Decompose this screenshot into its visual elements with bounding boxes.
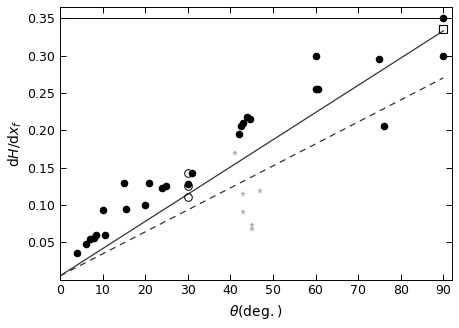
Point (163, 184, 170, 189)
Point (312, 87, 319, 92)
Point (120, 180, 128, 185)
Point (101, 232, 108, 237)
Point (146, 180, 153, 185)
Point (90, 235, 98, 240)
Point (380, 124, 387, 129)
Point (93, 232, 100, 237)
Point (440, 15, 447, 21)
Point (314, 87, 321, 92)
Point (188, 170, 196, 175)
Point (184, 181, 191, 187)
Point (312, 53, 319, 58)
Point (246, 116, 253, 122)
Point (141, 202, 149, 208)
Y-axis label: $\mathrm{d}H/\mathrm{d}x_f$: $\mathrm{d}H/\mathrm{d}x_f$ (7, 119, 24, 167)
Point (86, 236, 94, 241)
Point (73, 251, 81, 256)
Point (99, 208, 106, 213)
Point (235, 131, 242, 136)
Point (82, 241, 89, 246)
X-axis label: $\theta\mathrm{(deg.)}$: $\theta\mathrm{(deg.)}$ (229, 303, 283, 321)
Point (237, 124, 245, 129)
Point (376, 57, 383, 62)
Point (158, 186, 166, 191)
Point (240, 120, 247, 125)
Point (123, 206, 130, 211)
Point (244, 114, 251, 119)
Point (440, 53, 447, 58)
